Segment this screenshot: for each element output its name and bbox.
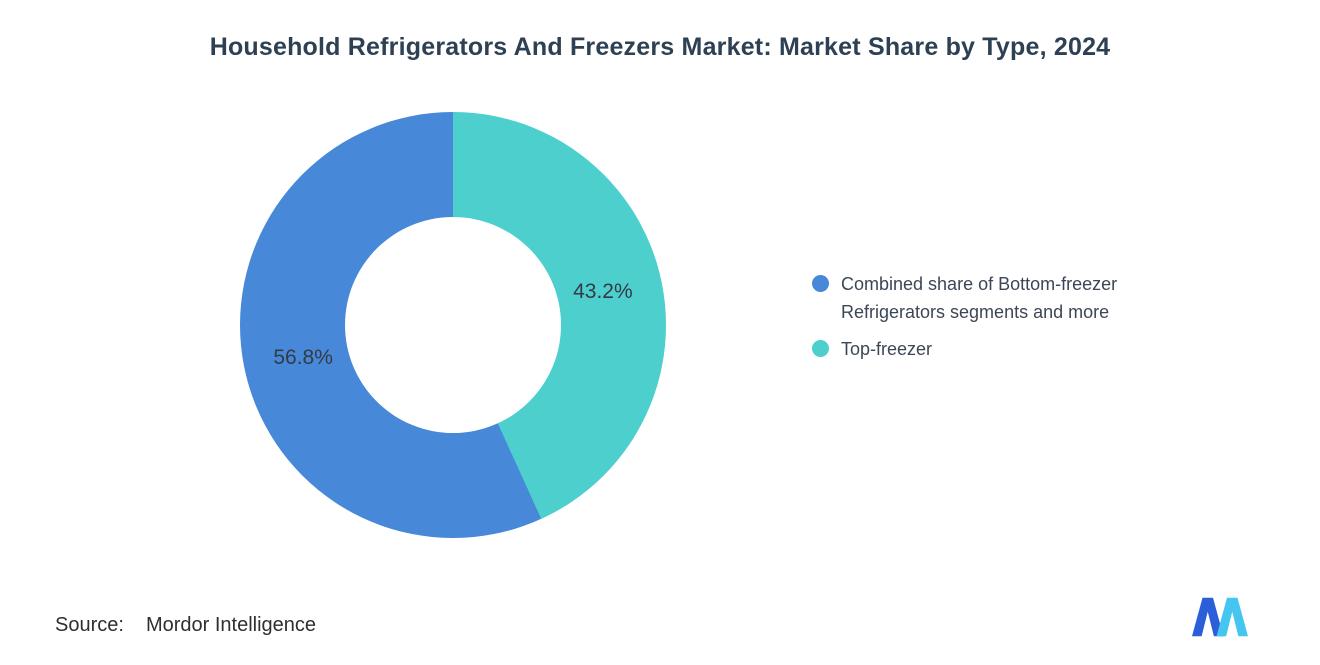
chart-title: Household Refrigerators And Freezers Mar… (209, 33, 1111, 61)
slice-label-top-freezer: 43.2% (573, 280, 633, 304)
legend-label-bottom-freezer: Combined share of Bottom-freezer Refrige… (841, 274, 1118, 322)
legend: Combined share of Bottom-freezer Refrige… (812, 270, 1201, 363)
legend-item-top-freezer: Top-freezer (812, 335, 1201, 363)
donut-hole (345, 217, 561, 433)
logo-dark-peak (1192, 597, 1224, 637)
legend-item-bottom-freezer: Combined share of Bottom-freezer Refrige… (812, 270, 1201, 326)
source-value: Mordor Intelligence (145, 614, 317, 636)
donut-chart-area: 43.2% 56.8% (240, 112, 666, 538)
mordor-intelligence-logo (1192, 596, 1248, 638)
slice-label-bottom-freezer: 56.8% (273, 345, 333, 369)
legend-marker-top-freezer (812, 340, 829, 357)
legend-label-top-freezer: Top-freezer (841, 339, 933, 359)
source-line: Source: Mordor Intelligence (55, 614, 316, 637)
source-label: Source: (55, 614, 124, 636)
logo-light-peak (1216, 597, 1248, 637)
legend-marker-bottom-freezer (812, 275, 829, 292)
mordor-logo-svg (1192, 597, 1248, 637)
